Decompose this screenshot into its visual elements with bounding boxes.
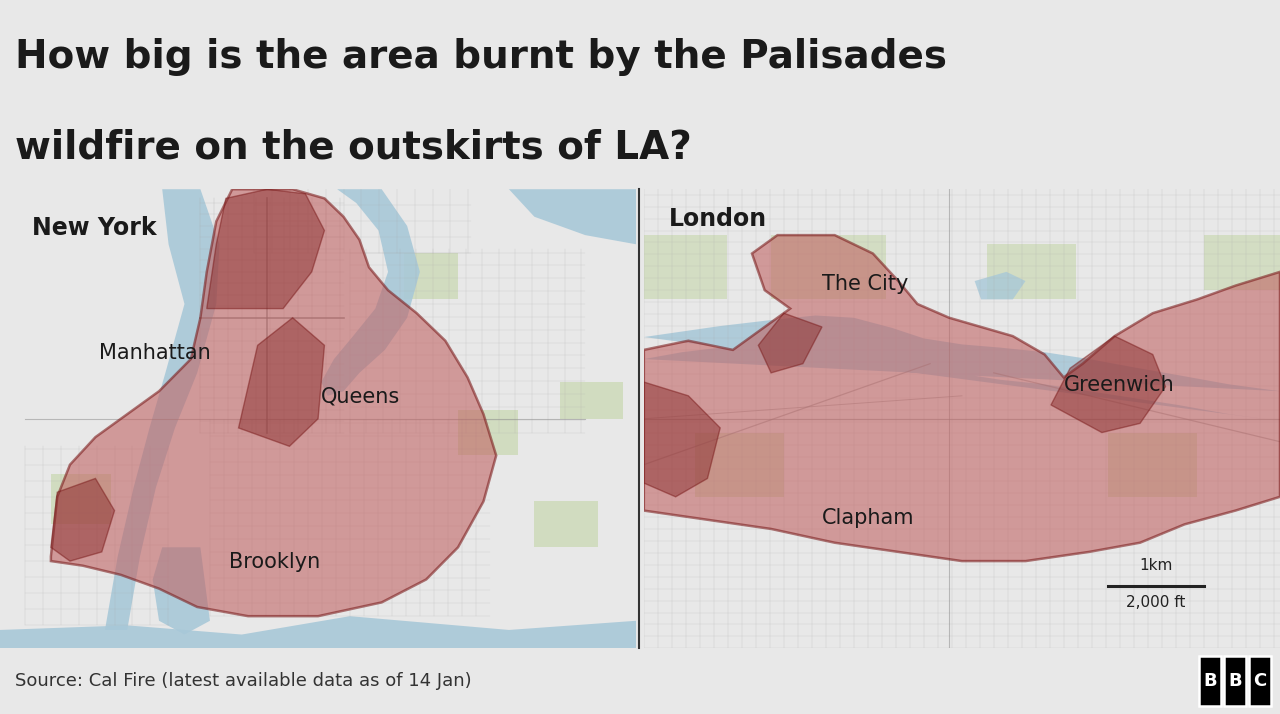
Text: 2,000 ft: 2,000 ft: [1126, 595, 1185, 610]
Polygon shape: [509, 189, 636, 244]
Polygon shape: [644, 316, 1280, 421]
Polygon shape: [207, 189, 324, 308]
Polygon shape: [1108, 433, 1197, 497]
Text: Manhattan: Manhattan: [99, 343, 210, 363]
Polygon shape: [1051, 336, 1166, 433]
Text: Greenwich: Greenwich: [1064, 376, 1175, 396]
Polygon shape: [404, 253, 458, 299]
Polygon shape: [51, 189, 497, 616]
Polygon shape: [644, 235, 727, 299]
Text: wildfire on the outskirts of LA?: wildfire on the outskirts of LA?: [15, 129, 692, 166]
Text: Source: Cal Fire (latest available data as of 14 Jan): Source: Cal Fire (latest available data …: [15, 672, 472, 690]
Polygon shape: [987, 244, 1076, 299]
Polygon shape: [771, 235, 886, 299]
Text: The City: The City: [822, 274, 909, 294]
Polygon shape: [1203, 235, 1280, 290]
Text: New York: New York: [32, 216, 156, 240]
Polygon shape: [51, 478, 114, 561]
Text: How big is the area burnt by the Palisades: How big is the area burnt by the Palisad…: [15, 38, 947, 76]
Polygon shape: [758, 313, 822, 373]
Polygon shape: [644, 382, 721, 497]
Polygon shape: [238, 318, 324, 446]
Text: Brooklyn: Brooklyn: [229, 552, 320, 572]
Text: B: B: [1228, 672, 1242, 690]
Polygon shape: [458, 410, 518, 456]
Polygon shape: [152, 548, 210, 635]
Polygon shape: [105, 189, 219, 630]
Text: Clapham: Clapham: [822, 508, 914, 528]
Polygon shape: [51, 474, 111, 524]
Polygon shape: [534, 501, 598, 548]
Bar: [1224, 656, 1245, 706]
Polygon shape: [321, 189, 420, 396]
Text: 1km: 1km: [1139, 558, 1172, 573]
Polygon shape: [695, 433, 783, 497]
Text: C: C: [1253, 672, 1267, 690]
Polygon shape: [0, 616, 636, 648]
Text: B: B: [1203, 672, 1217, 690]
Polygon shape: [559, 382, 623, 418]
Text: Queens: Queens: [321, 387, 401, 407]
Polygon shape: [974, 272, 1025, 299]
Polygon shape: [644, 235, 1280, 561]
Text: London: London: [669, 207, 768, 231]
Bar: [1199, 656, 1221, 706]
Bar: [1249, 656, 1271, 706]
